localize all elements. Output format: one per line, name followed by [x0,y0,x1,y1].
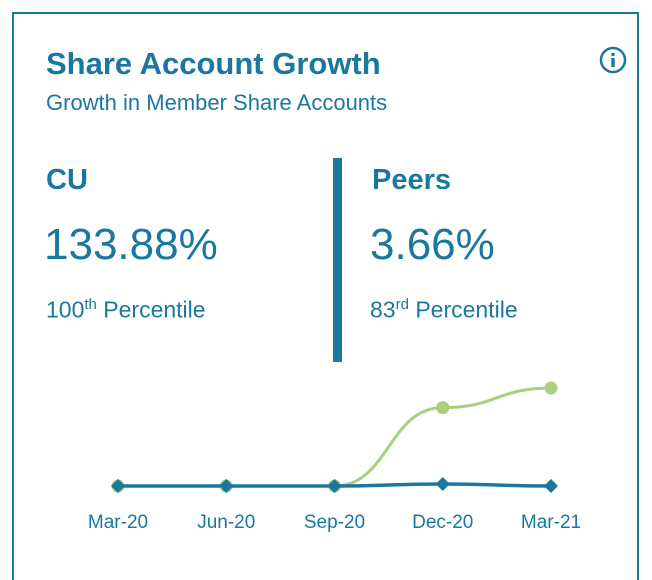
peers-value: 3.66% [370,220,495,269]
chart: Mar-20 Jun-20 Sep-20 Dec-20 Mar-21 [88,381,581,533]
peers-percentile: 83rd Percentile [370,296,518,324]
x-tick-label: Sep-20 [304,512,365,533]
info-icon[interactable] [598,45,628,75]
cu-percentile: 100th Percentile [46,296,206,324]
point [544,381,558,395]
x-tick-label: Mar-20 [88,512,148,533]
suffix: rd [395,296,409,313]
point [436,401,450,415]
series-line [118,386,552,488]
cu-label: CU [46,164,88,196]
point [435,477,450,492]
card [12,12,639,580]
point [219,479,234,493]
peers-label: Peers [372,164,452,196]
point [544,479,558,493]
subtitle: Growth in Member Share Accounts [46,90,388,115]
percentile-label: Percentile [103,296,206,323]
suffix: th [84,296,97,313]
rank: 100 [46,296,85,323]
divider [333,158,342,362]
rank: 83 [370,296,396,323]
point [111,479,125,493]
cu-value: 133.88% [44,220,218,269]
point [327,479,342,493]
x-tick-label: Dec-20 [412,512,473,533]
percentile-label: Percentile [415,296,518,323]
x-tick-label: Mar-21 [521,512,581,533]
title: Share Account Growth [46,46,381,81]
x-tick-label: Jun-20 [197,512,255,533]
